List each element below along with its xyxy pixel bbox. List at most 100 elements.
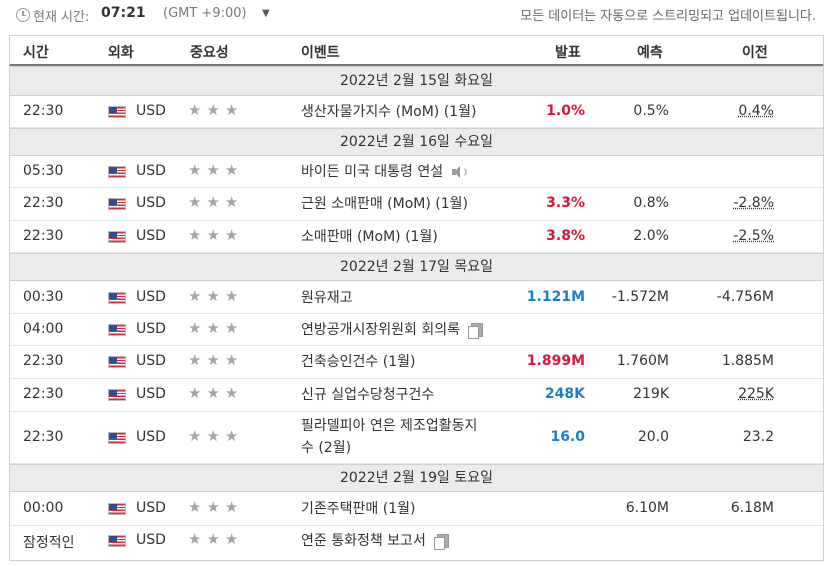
importance-stars: ★★★ <box>188 384 244 402</box>
chevron-down-icon[interactable]: ▼ <box>262 8 270 19</box>
event-currency: USD <box>136 103 166 119</box>
date-row: 2022년 2월 16일 수요일 <box>10 128 823 156</box>
event-title-text[interactable]: 기존주택판매 (1월) <box>301 501 416 517</box>
event-currency: USD <box>136 532 166 548</box>
timezone-selector[interactable]: (GMT +9:00) <box>163 6 247 21</box>
us-flag-icon <box>108 356 126 368</box>
event-title-text[interactable]: 원유재고 <box>301 290 353 306</box>
event-actual: 1.899M <box>526 353 585 369</box>
document-icon[interactable] <box>433 534 449 550</box>
date-label: 2022년 2월 15일 화요일 <box>340 73 493 89</box>
column-header-time: 시간 <box>23 45 49 61</box>
event-time: 05:30 <box>23 163 64 179</box>
event-time: 22:30 <box>23 353 64 369</box>
event-title[interactable]: 연방공개시장위원회 회의록 <box>301 319 484 341</box>
table-row[interactable]: 잠정적인 USD ★★★ 연준 통화정책 보고서 <box>10 526 823 560</box>
table-row[interactable]: 22:30 USD ★★★ 근원 소매판매 (MoM) (1월) 3.3% 0.… <box>10 188 823 221</box>
event-title-text[interactable]: 연방공개시장위원회 회의록 <box>301 322 461 338</box>
streaming-notice: 모든 데이터는 자동으로 스트리밍되고 업데이트됩니다. <box>520 9 816 24</box>
event-title-text[interactable]: 생산자물가지수 (MoM) (1월) <box>301 104 477 120</box>
importance-stars: ★★★ <box>188 319 244 337</box>
importance-stars: ★★★ <box>188 226 244 244</box>
us-flag-icon <box>108 166 126 178</box>
event-forecast: 0.8% <box>633 195 669 211</box>
event-time: 00:00 <box>23 500 64 516</box>
table-row[interactable]: 04:00 USD ★★★ 연방공개시장위원회 회의록 <box>10 314 823 346</box>
event-time: 22:30 <box>23 228 64 244</box>
topbar: 현재 시간: 07:21 (GMT +9:00) ▼ 모든 데이터는 자동으로 … <box>0 0 826 30</box>
event-actual: 16.0 <box>550 429 585 445</box>
table-row[interactable]: 05:30 USD ★★★ 바이든 미국 대통령 연설 <box>10 156 823 188</box>
table-row[interactable]: 22:30 USD ★★★ 건축승인건수 (1월) 1.899M 1.760M … <box>10 346 823 379</box>
event-forecast: -1.572M <box>611 289 669 305</box>
date-row: 2022년 2월 19일 토요일 <box>10 464 823 492</box>
event-title-line2[interactable]: 수 (2월) <box>301 440 352 456</box>
event-currency: USD <box>136 195 166 211</box>
us-flag-icon <box>108 106 126 118</box>
event-actual: 3.3% <box>546 195 585 211</box>
date-row: 2022년 2월 17일 목요일 <box>10 253 823 281</box>
event-currency: USD <box>136 429 166 445</box>
event-previous[interactable]: -2.8% <box>733 195 774 211</box>
importance-stars: ★★★ <box>188 427 244 445</box>
importance-stars: ★★★ <box>188 193 244 211</box>
event-time: 22:30 <box>23 386 64 402</box>
event-title-text[interactable]: 바이든 미국 대통령 연설 <box>301 164 444 180</box>
event-title[interactable]: 근원 소매판매 (MoM) (1월) <box>301 193 468 215</box>
event-previous: 23.2 <box>742 429 774 445</box>
event-previous[interactable]: 225K <box>738 386 774 402</box>
event-title[interactable]: 바이든 미국 대통령 연설 <box>301 161 468 183</box>
event-currency: USD <box>136 500 166 516</box>
table-row[interactable]: 22:30 USD ★★★ 필라델피아 연은 제조업활동지 수 (2월) 16.0… <box>10 412 823 464</box>
current-time-label: 현재 시간: <box>33 10 90 25</box>
event-title-text[interactable]: 연준 통화정책 보고서 <box>301 533 426 549</box>
event-forecast: 1.760M <box>616 353 669 369</box>
event-currency: USD <box>136 353 166 369</box>
economic-calendar-table: 시간 외화 중요성 이벤트 발표 예측 이전 2022년 2월 15일 화요일 … <box>9 35 824 561</box>
event-actual: 3.8% <box>546 228 585 244</box>
event-title[interactable]: 원유재고 <box>301 287 353 309</box>
event-actual: 1.0% <box>546 103 585 119</box>
importance-stars: ★★★ <box>188 530 244 548</box>
event-previous[interactable]: 0.4% <box>738 103 774 119</box>
event-actual: 1.121M <box>526 289 585 305</box>
event-previous[interactable]: -2.5% <box>733 228 774 244</box>
us-flag-icon <box>108 292 126 304</box>
document-icon[interactable] <box>468 323 484 339</box>
table-row[interactable]: 22:30 USD ★★★ 신규 실업수당청구건수 248K 219K 225K <box>10 379 823 412</box>
column-header-currency: 외화 <box>108 45 134 61</box>
event-time: 04:00 <box>23 321 64 337</box>
date-label: 2022년 2월 16일 수요일 <box>340 134 493 150</box>
event-title[interactable]: 생산자물가지수 (MoM) (1월) <box>301 101 476 123</box>
event-title[interactable]: 신규 실업수당청구건수 <box>301 384 434 406</box>
clock-icon <box>16 8 30 22</box>
event-title[interactable]: 연준 통화정책 보고서 <box>301 530 449 552</box>
event-previous: 6.18M <box>730 500 774 516</box>
event-forecast: 2.0% <box>633 228 669 244</box>
us-flag-icon <box>108 432 126 444</box>
event-title[interactable]: 소매판매 (MoM) (1월) <box>301 226 438 248</box>
us-flag-icon <box>108 231 126 243</box>
event-title-text[interactable]: 신규 실업수당청구건수 <box>301 387 435 403</box>
table-row[interactable]: 22:30 USD ★★★ 생산자물가지수 (MoM) (1월) 1.0% 0.… <box>10 96 823 128</box>
table-row[interactable]: 00:00 USD ★★★ 기존주택판매 (1월) 6.10M 6.18M <box>10 492 823 526</box>
importance-stars: ★★★ <box>188 161 244 179</box>
event-currency: USD <box>136 386 166 402</box>
event-title-text[interactable]: 소매판매 (MoM) (1월) <box>301 229 438 245</box>
table-header: 시간 외화 중요성 이벤트 발표 예측 이전 <box>10 36 823 66</box>
table-row[interactable]: 00:30 USD ★★★ 원유재고 1.121M -1.572M -4.756… <box>10 281 823 314</box>
table-row[interactable]: 22:30 USD ★★★ 소매판매 (MoM) (1월) 3.8% 2.0% … <box>10 221 823 253</box>
speaker-icon[interactable] <box>451 165 468 179</box>
importance-stars: ★★★ <box>188 101 244 119</box>
event-title-text[interactable]: 근원 소매판매 (MoM) (1월) <box>301 196 468 212</box>
event-title[interactable]: 기존주택판매 (1월) <box>301 498 415 520</box>
importance-stars: ★★★ <box>188 351 244 369</box>
event-time: 잠정적인 <box>23 535 75 551</box>
us-flag-icon <box>108 198 126 210</box>
event-title[interactable]: 건축승인건수 (1월) <box>301 351 415 373</box>
us-flag-icon <box>108 389 126 401</box>
event-title-line1[interactable]: 필라델피아 연은 제조업활동지 <box>301 418 478 434</box>
us-flag-icon <box>108 503 126 515</box>
event-title-text[interactable]: 건축승인건수 (1월) <box>301 354 416 370</box>
